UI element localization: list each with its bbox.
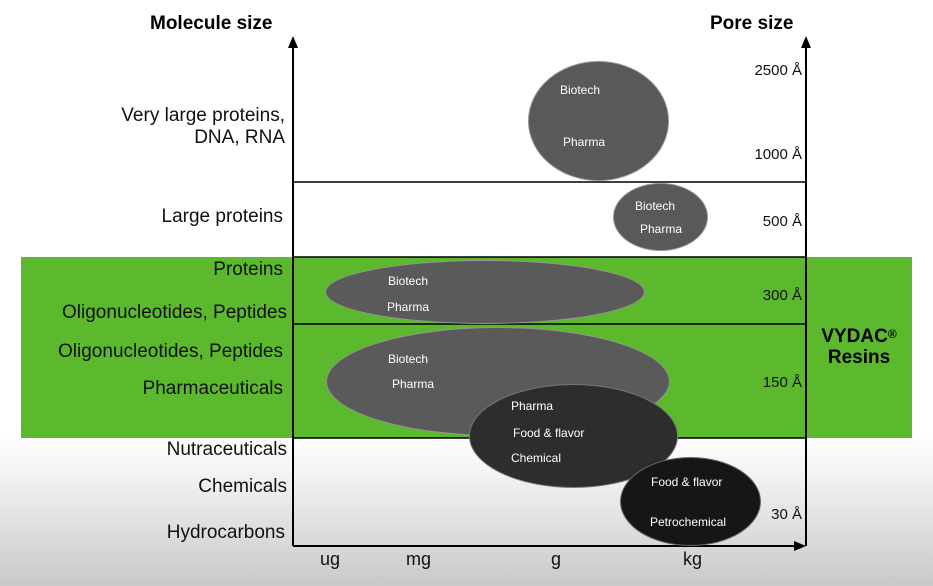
blob-very-large-proteins (528, 61, 669, 181)
blob-nutraceuticals-line2: Food & flavor (513, 426, 585, 440)
pore-2500: 2500 Å (754, 62, 802, 79)
label-oligonucleotides-peptides-2: Oligonucleotides, Peptides (58, 341, 283, 362)
label-hydrocarbons: Hydrocarbons (166, 522, 285, 543)
blob-pharmaceuticals-line2: Pharma (392, 377, 435, 391)
pore-size-header: Pore size (710, 13, 794, 34)
x-label-ug: ug (320, 549, 341, 569)
pore-500: 500 Å (762, 213, 802, 230)
blob-chemicals (620, 457, 761, 546)
blob-chemicals-line1: Food & flavor (651, 475, 723, 489)
x-label-g: g (551, 549, 562, 569)
blob-proteins-line2: Pharma (387, 300, 430, 314)
pore-300: 300 Å (762, 287, 802, 304)
x-label-mg: mg (406, 549, 432, 569)
x-label-kg: kg (683, 549, 703, 569)
bottom-axis-arrow (794, 541, 806, 551)
label-nutraceuticals: Nutraceuticals (166, 439, 287, 460)
blob-large-proteins-line2: Pharma (640, 222, 683, 236)
label-large-proteins: Large proteins (161, 206, 283, 227)
blob-very-large-proteins-line2: Pharma (563, 135, 606, 149)
blob-very-large-proteins-line1: Biotech (560, 83, 601, 97)
blob-nutraceuticals-line3: Chemical (511, 451, 562, 465)
pore-30: 30 Å (771, 506, 802, 523)
label-proteins: Proteins (213, 259, 283, 280)
blob-nutraceuticals-line1: Pharma (511, 399, 554, 413)
vydac-registered-mark: ® (887, 327, 897, 341)
blob-chemicals-line2: Petrochemical (650, 515, 727, 529)
left-axis-arrow (288, 36, 298, 48)
label-very-large-proteins: Very large proteins, (121, 105, 285, 126)
blob-proteins (325, 260, 645, 324)
blob-large-proteins (613, 183, 708, 251)
blob-large-proteins-line1: Biotech (635, 199, 676, 213)
pore-1000: 1000 Å (754, 146, 802, 163)
label-dna-rna: DNA, RNA (194, 127, 285, 148)
vydac-resins-label: VYDAC® Resins (820, 326, 898, 368)
blob-proteins-line1: Biotech (388, 274, 429, 288)
label-chemicals: Chemicals (198, 476, 287, 497)
label-oligonucleotides-peptides-1: Oligonucleotides, Peptides (62, 302, 287, 323)
vydac-resins-word: Resins (827, 347, 891, 368)
right-axis-arrow (801, 36, 811, 48)
molecule-size-header: Molecule size (150, 13, 273, 34)
label-pharmaceuticals: Pharmaceuticals (142, 378, 283, 399)
pore-150: 150 Å (762, 374, 802, 391)
vydac-name: VYDAC (821, 326, 888, 347)
blob-pharmaceuticals-line1: Biotech (388, 352, 429, 366)
